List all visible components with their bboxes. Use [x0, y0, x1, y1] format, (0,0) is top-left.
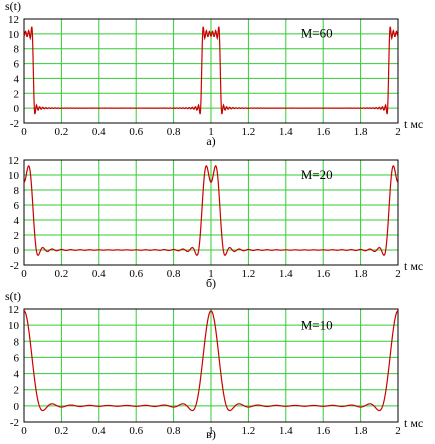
y-tick-label: 4	[14, 369, 20, 381]
y-tick-label: 4	[14, 215, 20, 227]
annotation-m: M=20	[301, 167, 333, 182]
x-tick-label: 1.8	[354, 268, 368, 280]
x-tick-label: 2	[395, 126, 401, 138]
y-tick-label: 8	[14, 185, 20, 197]
y-tick-label: 2	[14, 385, 20, 397]
x-tick-label: 0	[21, 126, 27, 138]
x-tick-label: 1	[208, 425, 214, 437]
x-tick-label: 0.4	[92, 126, 106, 138]
x-tick-label: 0.2	[55, 268, 69, 280]
y-tick-label: 6	[14, 59, 20, 71]
y-tick-label: 2	[14, 88, 20, 100]
y-tick-label: 0	[14, 401, 20, 413]
x-tick-label: 0.2	[55, 126, 69, 138]
x-tick-label: 0.6	[129, 126, 143, 138]
y-tick-label: -2	[10, 118, 19, 130]
series-line-M20	[23, 165, 399, 256]
x-tick-label: 1.8	[354, 126, 368, 138]
chart-panel-3: 0 0.2 0.4 0.6 0.8 1 1.2 1.4 1.6 1.8 2-2024681012s(…	[5, 289, 423, 441]
series-line-M60	[23, 26, 399, 115]
x-tick-label: 2	[395, 425, 401, 437]
x-tick-label: 1.4	[279, 126, 293, 138]
x-tick-label: 1.2	[242, 126, 256, 138]
x-tick-label: 1.2	[242, 268, 256, 280]
panel-caption: б)	[206, 276, 216, 290]
panel-caption: в)	[206, 427, 216, 441]
x-tick-label: 1.6	[316, 268, 330, 280]
y-axis-label: s(t)	[5, 289, 21, 303]
annotation-m: M=60	[301, 26, 333, 41]
y-tick-label: 12	[8, 155, 19, 167]
panel-caption: а)	[206, 134, 215, 148]
x-tick-label: 0.6	[129, 425, 143, 437]
x-tick-label: 0.4	[92, 268, 106, 280]
x-tick-label: 0.8	[167, 126, 181, 138]
x-axis-label: t мс	[404, 259, 423, 273]
x-tick-label: 2	[395, 268, 401, 280]
x-tick-label: 1	[208, 126, 214, 138]
x-tick-label: 1.8	[354, 425, 368, 437]
x-tick-label: 0.4	[92, 425, 106, 437]
y-tick-label: -2	[10, 260, 19, 272]
y-tick-label: 4	[14, 73, 20, 85]
y-tick-label: 12	[8, 14, 19, 26]
x-tick-label: 0.6	[129, 268, 143, 280]
chart-panel-2: 0 0.2 0.4 0.6 0.8 1 1.2 1.4 1.6 1.8 2-2024681012t …	[8, 155, 423, 290]
y-tick-label: 10	[8, 320, 20, 332]
plot-frame	[23, 159, 399, 266]
y-tick-label: 2	[14, 230, 20, 242]
x-tick-label: 0	[21, 425, 27, 437]
chart-panel-1: 0 0.2 0.4 0.6 0.8 1 1.2 1.4 1.6 1.8 2-2024681012s(…	[5, 0, 423, 148]
x-tick-label: 1.6	[316, 425, 330, 437]
y-tick-label: 8	[14, 336, 20, 348]
y-tick-label: 8	[14, 44, 20, 56]
x-tick-label: 1.6	[316, 126, 330, 138]
x-axis-label: t мс	[404, 117, 423, 131]
x-tick-label: 0.8	[167, 425, 181, 437]
y-tick-label: 6	[14, 200, 20, 212]
plot-frame	[23, 18, 399, 124]
x-tick-label: 0	[21, 268, 27, 280]
annotation-m: M=10	[301, 317, 333, 332]
y-tick-label: 10	[8, 170, 20, 182]
x-tick-label: 1.4	[279, 425, 293, 437]
y-tick-label: 12	[8, 304, 19, 316]
x-axis-label: t мс	[404, 416, 423, 430]
plot-frame	[23, 308, 399, 423]
y-tick-label: 0	[14, 103, 20, 115]
y-axis-label: s(t)	[5, 0, 21, 13]
x-tick-label: 0.8	[167, 268, 181, 280]
y-tick-label: 6	[14, 352, 20, 364]
x-tick-label: 1	[208, 268, 214, 280]
series-line-M10	[23, 310, 399, 412]
x-tick-label: 0.2	[55, 425, 69, 437]
y-tick-label: 10	[8, 29, 20, 41]
y-tick-label: 0	[14, 245, 20, 257]
x-tick-label: 1.2	[242, 425, 256, 437]
x-tick-label: 1.4	[279, 268, 293, 280]
y-tick-label: -2	[10, 417, 19, 429]
